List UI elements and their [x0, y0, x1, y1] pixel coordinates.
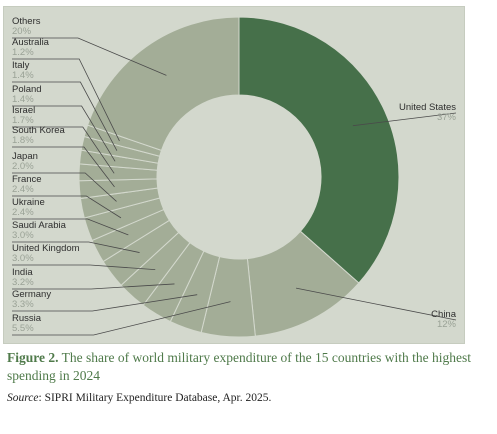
label-saudi-arabia: Saudi Arabia	[12, 220, 67, 231]
value-france: 2.4%	[12, 184, 34, 195]
value-australia: 1.2%	[12, 47, 34, 58]
value-others: 20%	[12, 26, 32, 37]
figure-caption: Figure 2. The share of world military ex…	[7, 349, 475, 385]
value-italy: 1.4%	[12, 70, 34, 81]
label-poland: Poland	[12, 84, 42, 95]
leader-united-states	[352, 112, 457, 127]
value-poland: 1.4%	[12, 94, 34, 105]
source-text: : SIPRI Military Expenditure Database, A…	[38, 392, 272, 404]
figure-caption-text: The share of world military expenditure …	[7, 350, 472, 383]
leader-india	[12, 283, 175, 290]
value-germany: 3.3%	[12, 299, 34, 310]
label-south-korea: South Korea	[12, 125, 66, 136]
value-united-kingdom: 3.0%	[12, 253, 34, 264]
slice-others	[87, 16, 240, 152]
value-saudi-arabia: 3.0%	[12, 230, 34, 241]
leader-saudi-arabia	[12, 241, 140, 253]
leader-china	[295, 287, 457, 321]
value-south-korea: 1.8%	[12, 135, 34, 146]
leader-germany	[12, 294, 198, 312]
label-india: India	[12, 267, 33, 278]
leader-japan	[12, 172, 117, 202]
source-label: Source	[7, 392, 39, 404]
label-others: Others	[12, 16, 41, 27]
leader-israel	[12, 126, 115, 174]
value-china: 12%	[437, 319, 457, 330]
leader-ukraine	[12, 218, 129, 236]
leader-russia	[12, 301, 231, 336]
label-russia: Russia	[12, 313, 42, 324]
label-united-kingdom: United Kingdom	[12, 243, 80, 254]
leader-others	[12, 37, 167, 76]
leader-italy	[12, 81, 118, 151]
leader-south-korea	[12, 146, 115, 188]
leader-france	[12, 195, 122, 219]
value-japan: 2.0%	[12, 161, 34, 172]
value-russia: 5.5%	[12, 323, 34, 334]
label-australia: Australia	[12, 37, 50, 48]
value-united-states: 37%	[437, 112, 457, 123]
leader-united-kingdom	[12, 264, 156, 271]
value-ukraine: 2.4%	[12, 207, 34, 218]
label-italy: Italy	[12, 60, 30, 71]
value-israel: 1.7%	[12, 115, 34, 126]
chart-panel: United States 37% China 12% Others 20% Austral…	[3, 6, 465, 344]
label-united-states: United States	[399, 102, 456, 113]
label-japan: Japan	[12, 151, 38, 162]
slice-united-states	[238, 16, 400, 284]
figure-label: Figure 2.	[7, 350, 59, 365]
source-note: Source: SIPRI Military Expenditure Datab…	[7, 392, 475, 404]
value-india: 3.2%	[12, 277, 34, 288]
label-ukraine: Ukraine	[12, 197, 45, 208]
leader-australia	[12, 58, 120, 142]
label-israel: Israel	[12, 105, 35, 116]
label-france: France	[12, 174, 42, 185]
leader-poland	[12, 105, 116, 162]
label-china: China	[431, 309, 457, 320]
label-germany: Germany	[12, 289, 51, 300]
